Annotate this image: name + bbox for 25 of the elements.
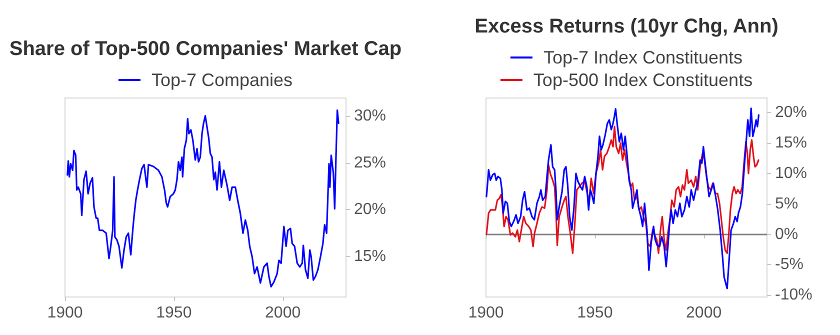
y-tick-label: 20%	[775, 104, 808, 122]
x-tick-label: 2000	[686, 304, 722, 322]
chart-title: Share of Top-500 Companies' Market Cap	[9, 38, 402, 60]
y-tick-label: 15%	[775, 134, 808, 152]
line-series	[66, 109, 340, 288]
y-tick-label: -10%	[775, 286, 812, 304]
x-tick-label: 1950	[156, 304, 192, 322]
line-series	[486, 108, 760, 290]
x-tick-label: 1900	[47, 304, 83, 322]
y-tick-label: 30%	[354, 107, 386, 124]
y-tick-label: 25%	[354, 154, 386, 172]
line-series	[486, 126, 760, 254]
y-tick-label: 15%	[354, 248, 386, 266]
y-tick-label: 0%	[775, 226, 798, 243]
x-tick-label: 2000	[265, 304, 301, 322]
x-tick-label: 1900	[468, 304, 504, 322]
y-tick-label: 5%	[775, 195, 798, 212]
legend-label: Top-7 Index Constituents	[543, 48, 743, 68]
x-tick-label: 1950	[577, 304, 613, 322]
legend-label: Top-500 Index Constituents	[533, 70, 753, 90]
y-tick-label: 20%	[354, 201, 386, 218]
chart-title: Excess Returns (10yr Chg, Ann)	[474, 16, 778, 38]
legend-label: Top-7 Companies	[151, 70, 293, 90]
y-tick-label: -5%	[775, 256, 804, 274]
y-tick-label: 10%	[775, 164, 808, 182]
